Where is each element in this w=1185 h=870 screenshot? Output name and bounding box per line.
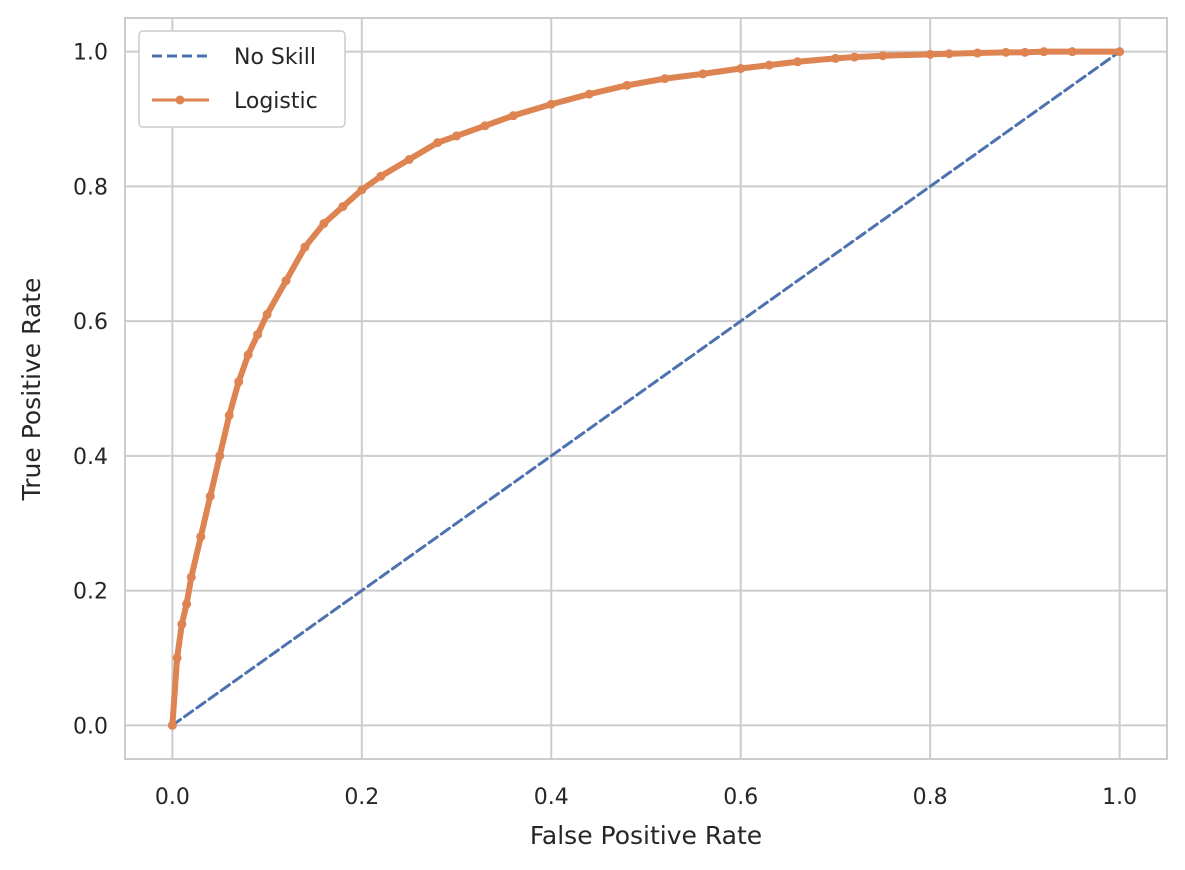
data-point-logistic [925, 49, 935, 59]
data-point-logistic [243, 350, 253, 360]
data-point-logistic [849, 52, 859, 62]
data-point-logistic [177, 619, 187, 629]
data-point-logistic [196, 532, 206, 542]
data-point-logistic [698, 69, 708, 79]
data-point-logistic [793, 57, 803, 67]
y-axis-label: True Positive Rate [17, 278, 46, 502]
y-tick-label: 1.0 [73, 41, 108, 66]
data-point-logistic [234, 377, 244, 387]
data-point-logistic [186, 572, 196, 582]
data-point-logistic [281, 276, 291, 286]
legend-logistic-label: Logistic [234, 89, 318, 114]
data-point-logistic [878, 51, 888, 61]
x-tick-labels: 0.0 0.2 0.4 0.6 0.8 1.0 [155, 785, 1137, 810]
x-tick-label: 0.8 [913, 785, 948, 810]
y-tick-label: 0.6 [73, 310, 108, 335]
series-line-no-skill [170, 50, 1122, 727]
data-point-logistic [262, 309, 272, 319]
data-point-logistic [300, 242, 310, 252]
data-point-logistic [376, 171, 386, 181]
data-point-logistic [584, 89, 594, 99]
data-point-logistic [452, 131, 462, 141]
y-tick-label: 0.4 [73, 445, 108, 470]
data-point-logistic [660, 74, 670, 84]
data-point-logistic [215, 451, 225, 461]
y-tick-labels: 0.0 0.2 0.4 0.6 0.8 1.0 [73, 41, 108, 740]
data-point-logistic [205, 491, 215, 501]
data-point-logistic [736, 64, 746, 74]
data-point-logistic [224, 410, 234, 420]
data-point-logistic [973, 48, 983, 58]
data-point-logistic [404, 154, 414, 164]
data-point-logistic [830, 53, 840, 63]
data-point-logistic [622, 80, 632, 90]
legend-logistic-marker [175, 95, 185, 105]
data-point-logistic [433, 138, 443, 148]
x-axis-label: False Positive Rate [530, 821, 762, 850]
legend-no-skill-label: No Skill [234, 45, 316, 70]
data-point-logistic [182, 599, 192, 609]
y-tick-label: 0.8 [73, 175, 108, 200]
data-point-logistic [253, 330, 263, 340]
data-point-logistic [546, 99, 556, 109]
data-point-logistic [319, 218, 329, 228]
x-tick-label: 0.2 [344, 785, 379, 810]
y-tick-label: 0.2 [73, 580, 108, 605]
x-tick-label: 0.0 [155, 785, 190, 810]
x-tick-label: 0.4 [534, 785, 569, 810]
data-point-logistic [508, 111, 518, 121]
data-point-logistic [944, 49, 954, 59]
grid-lines [125, 18, 1167, 759]
data-point-logistic [172, 653, 182, 663]
series-layer [167, 47, 1125, 730]
data-point-logistic [480, 121, 490, 131]
data-point-logistic [764, 60, 774, 70]
data-point-logistic [1020, 47, 1030, 57]
x-tick-label: 0.6 [723, 785, 758, 810]
data-point-logistic [167, 720, 177, 730]
data-point-logistic [1039, 47, 1049, 57]
y-tick-label: 0.0 [73, 714, 108, 739]
legend: No Skill Logistic [138, 30, 346, 128]
data-point-logistic [338, 202, 348, 212]
data-point-logistic [1067, 47, 1077, 57]
data-point-logistic [1001, 47, 1011, 57]
data-point-logistic [357, 185, 367, 195]
x-tick-label: 1.0 [1102, 785, 1137, 810]
data-point-logistic [1115, 47, 1125, 57]
